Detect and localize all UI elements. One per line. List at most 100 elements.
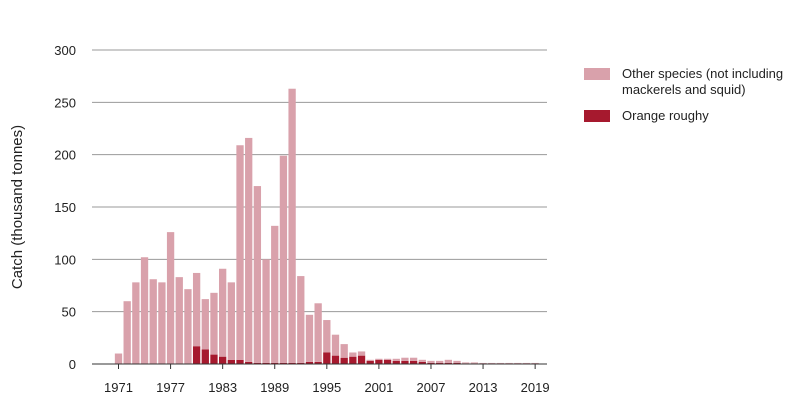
bar bbox=[201, 299, 209, 350]
bar bbox=[357, 355, 366, 364]
bar bbox=[349, 352, 357, 357]
bars bbox=[114, 88, 539, 364]
bar bbox=[314, 303, 322, 362]
bar bbox=[331, 355, 340, 364]
bar bbox=[488, 362, 496, 364]
bar bbox=[236, 359, 244, 364]
y-tick-label: 200 bbox=[54, 148, 76, 163]
bar bbox=[262, 259, 270, 363]
legend-swatch bbox=[584, 68, 610, 80]
bar bbox=[271, 225, 279, 363]
bar bbox=[340, 357, 348, 364]
bar bbox=[392, 358, 400, 361]
bar bbox=[401, 357, 409, 361]
bar bbox=[279, 362, 288, 364]
bar bbox=[297, 362, 305, 364]
x-tick-label: 1983 bbox=[208, 380, 237, 395]
bar bbox=[375, 359, 383, 364]
bar bbox=[470, 362, 479, 364]
y-tick-label: 300 bbox=[54, 43, 76, 58]
bar bbox=[436, 360, 444, 363]
gridlines bbox=[92, 49, 547, 313]
y-axis-title: Catch (thousand tonnes) bbox=[9, 125, 26, 289]
bar bbox=[462, 362, 470, 364]
bar bbox=[427, 362, 435, 364]
x-tick-label: 1977 bbox=[156, 380, 185, 395]
bar bbox=[166, 232, 175, 364]
bar bbox=[219, 356, 227, 364]
bar bbox=[279, 155, 288, 363]
bar bbox=[192, 346, 201, 364]
bar bbox=[444, 362, 452, 364]
bar bbox=[409, 360, 418, 364]
bar bbox=[288, 88, 296, 363]
legend: Other species (not including mackerels an… bbox=[584, 66, 783, 123]
bar bbox=[357, 351, 366, 356]
legend-label: Other species (not including mackerels an… bbox=[622, 66, 783, 97]
bar bbox=[505, 362, 513, 364]
y-tick-labels: 0 50 100 150 200 250 300 bbox=[54, 43, 76, 372]
bar bbox=[375, 358, 383, 360]
y-tick-label: 150 bbox=[54, 200, 76, 215]
bar bbox=[245, 137, 253, 362]
bar bbox=[192, 272, 201, 347]
bar bbox=[210, 354, 218, 364]
bar bbox=[219, 268, 227, 357]
bar bbox=[383, 359, 392, 364]
y-tick-label: 100 bbox=[54, 252, 76, 267]
bar bbox=[418, 359, 426, 362]
bar bbox=[409, 357, 418, 361]
x-tick-label: 1971 bbox=[104, 380, 133, 395]
x-tick-label: 2007 bbox=[417, 380, 446, 395]
legend-swatch bbox=[584, 110, 610, 122]
bar bbox=[323, 352, 331, 364]
bar bbox=[522, 362, 531, 364]
bar bbox=[132, 282, 140, 364]
bar bbox=[427, 360, 435, 363]
bar bbox=[305, 314, 314, 362]
x-tick-label: 2019 bbox=[521, 380, 550, 395]
bar bbox=[201, 349, 209, 364]
bar bbox=[184, 289, 192, 364]
bar bbox=[227, 359, 235, 364]
bar bbox=[418, 361, 426, 364]
x-tick-labels: 1971 1977 1983 1989 1995 2001 2007 2013 2019 bbox=[104, 364, 550, 395]
bar bbox=[323, 320, 331, 353]
bar bbox=[253, 186, 262, 363]
x-tick-label: 1989 bbox=[260, 380, 289, 395]
bar bbox=[401, 360, 409, 364]
bar bbox=[453, 362, 461, 364]
bar bbox=[531, 362, 539, 364]
bar bbox=[383, 358, 392, 360]
bar bbox=[288, 362, 296, 364]
bar bbox=[366, 360, 374, 364]
bar bbox=[210, 292, 218, 355]
bar bbox=[227, 282, 235, 360]
bar bbox=[479, 362, 487, 364]
bar bbox=[253, 362, 262, 364]
bar bbox=[392, 360, 400, 364]
bar bbox=[496, 362, 505, 364]
x-tick-label: 2001 bbox=[364, 380, 393, 395]
y-tick-label: 50 bbox=[62, 305, 76, 320]
bar bbox=[314, 361, 322, 364]
bar bbox=[114, 353, 123, 364]
bar bbox=[262, 362, 270, 364]
legend-label: Orange roughy bbox=[622, 108, 709, 123]
bar bbox=[175, 277, 183, 364]
bar bbox=[514, 362, 522, 364]
bar bbox=[331, 334, 340, 356]
y-tick-label: 250 bbox=[54, 95, 76, 110]
x-tick-label: 2013 bbox=[469, 380, 498, 395]
bar bbox=[271, 362, 279, 364]
bar bbox=[436, 362, 444, 364]
y-tick-label: 0 bbox=[69, 357, 76, 372]
bar bbox=[149, 279, 157, 364]
bar bbox=[305, 361, 314, 364]
x-tick-label: 1995 bbox=[312, 380, 341, 395]
bar bbox=[123, 301, 131, 364]
bar bbox=[158, 282, 166, 364]
bar bbox=[297, 276, 305, 363]
bar bbox=[245, 361, 253, 364]
